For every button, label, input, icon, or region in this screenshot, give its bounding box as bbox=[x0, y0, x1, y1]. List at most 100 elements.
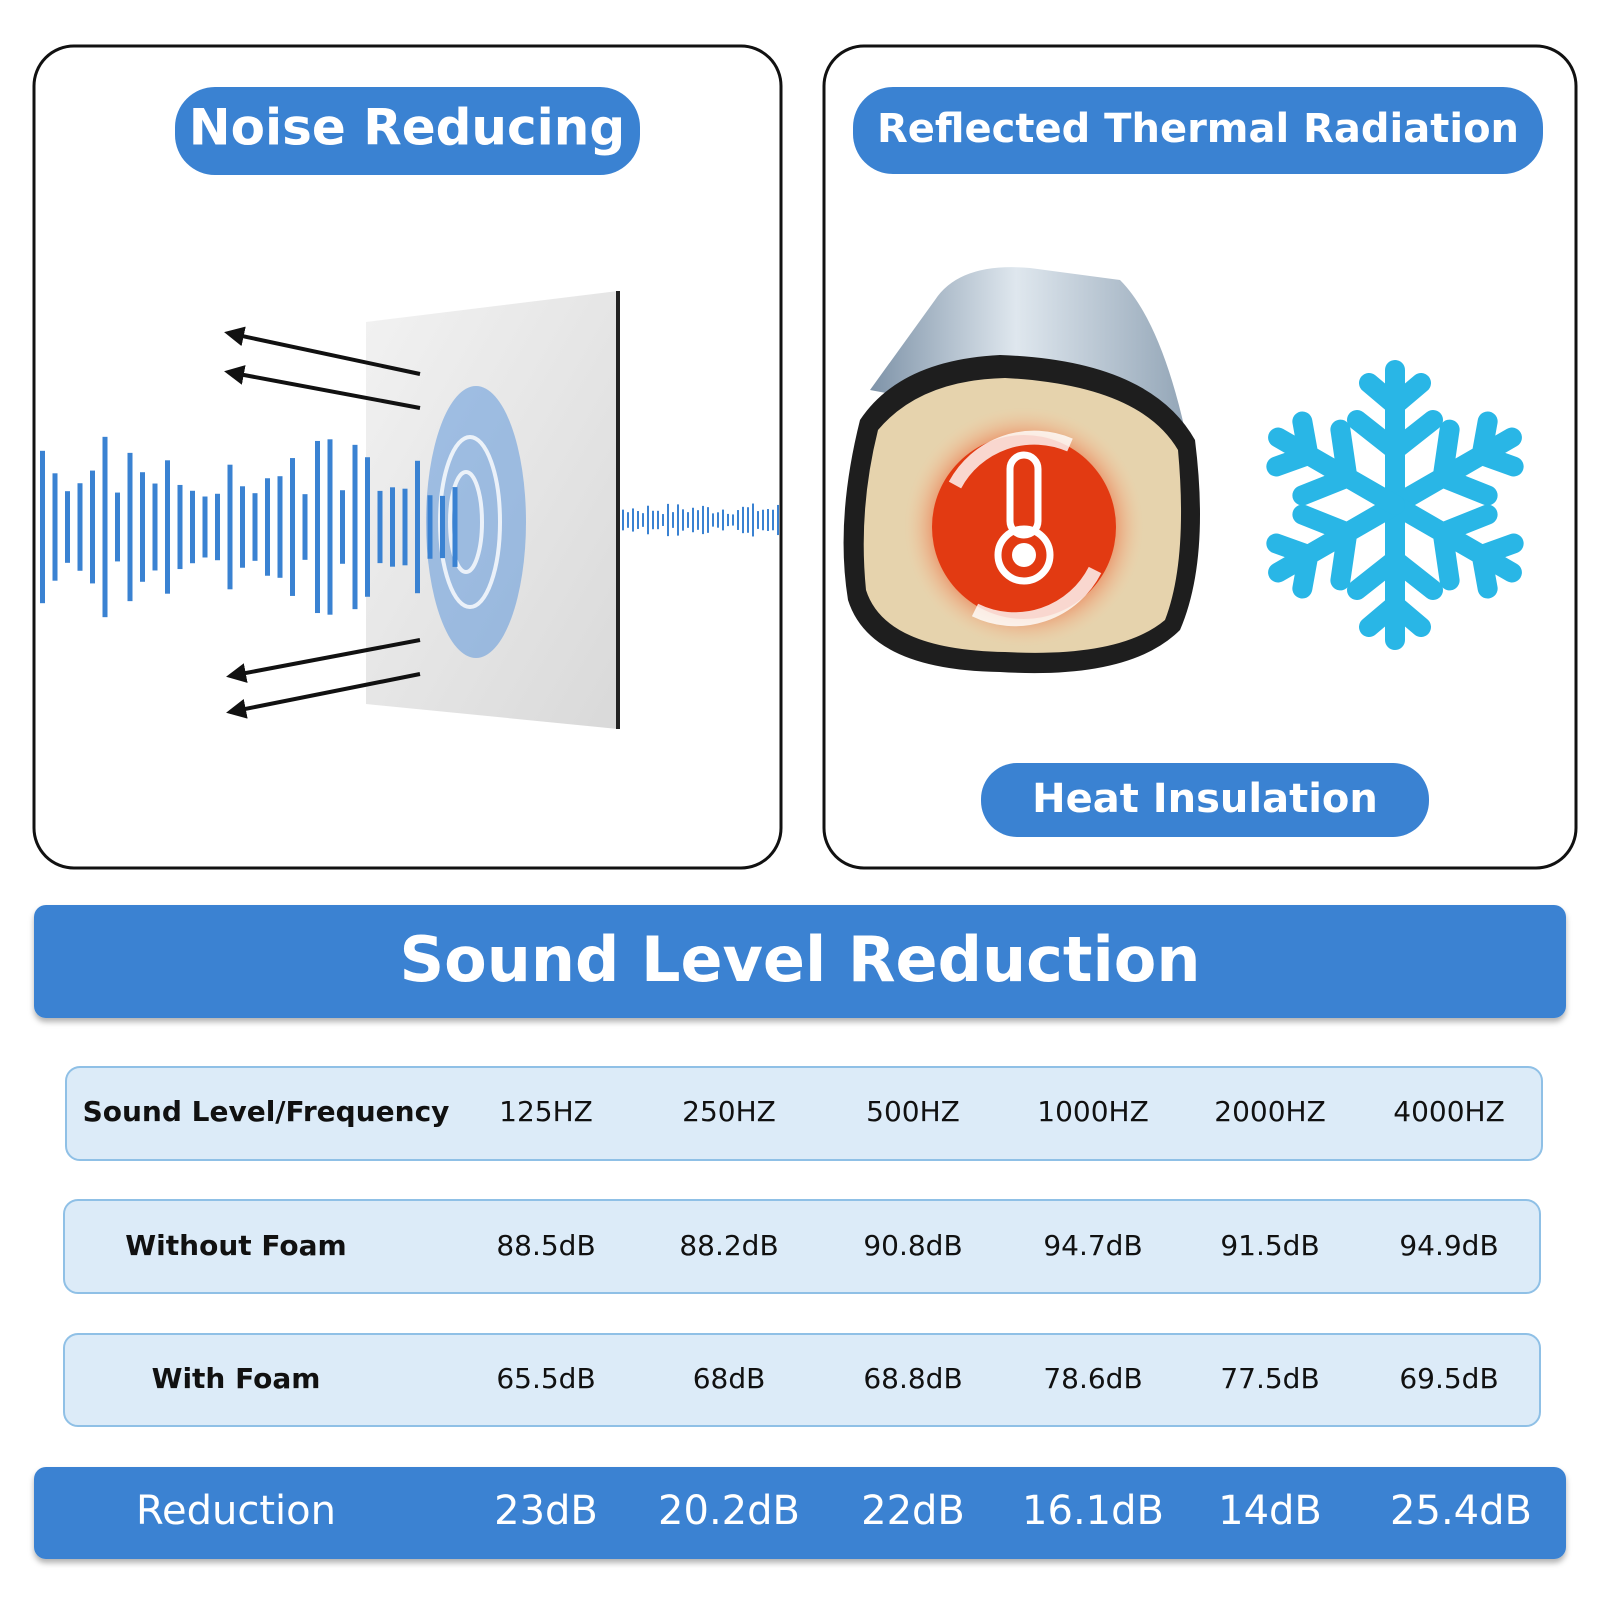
wave-bar bbox=[377, 490, 383, 564]
reduction-value: 14dB bbox=[1218, 1488, 1322, 1534]
wave-bar bbox=[190, 490, 195, 564]
wave-bar bbox=[747, 507, 749, 533]
wave-bar bbox=[227, 464, 233, 590]
wave-bar bbox=[697, 510, 699, 530]
cell-value: 77.5dB bbox=[1220, 1362, 1319, 1395]
wave-bar bbox=[672, 512, 674, 528]
cell-value: 94.7dB bbox=[1043, 1229, 1142, 1262]
wave-bar bbox=[647, 505, 649, 535]
flake-stroke bbox=[1385, 411, 1524, 515]
wave-bar bbox=[707, 507, 709, 533]
wave-bar bbox=[687, 512, 689, 528]
cell-value: 68dB bbox=[693, 1362, 766, 1395]
row-label: Without Foam bbox=[125, 1229, 346, 1262]
flake-arm bbox=[1266, 411, 1405, 515]
footer-row bbox=[34, 1467, 1566, 1559]
reduction-value: 20.2dB bbox=[658, 1488, 800, 1534]
wave-bar bbox=[752, 503, 754, 537]
pill bbox=[853, 87, 1543, 174]
wave-bar bbox=[667, 503, 669, 537]
panel-title: Noise Reducing bbox=[189, 99, 625, 157]
wave-bar bbox=[692, 507, 694, 533]
wave-bar bbox=[127, 452, 133, 602]
wave-bar bbox=[365, 457, 370, 597]
cell-value: 68.8dB bbox=[863, 1362, 962, 1395]
wave-bar bbox=[727, 513, 729, 527]
wave-bar bbox=[632, 508, 634, 532]
pipe bbox=[843, 267, 1200, 674]
flake-stroke bbox=[1385, 495, 1524, 599]
wave-bar bbox=[777, 504, 779, 536]
wave-bar bbox=[427, 495, 433, 559]
cell-value: 91.5dB bbox=[1220, 1229, 1319, 1262]
wave-bar bbox=[772, 509, 774, 531]
row-label: With Foam bbox=[152, 1362, 321, 1395]
wave-bar bbox=[642, 513, 644, 527]
wave-bar bbox=[277, 476, 283, 578]
wave-bar bbox=[302, 494, 308, 560]
panel-title: Reflected Thermal Radiation bbox=[877, 106, 1519, 152]
pill bbox=[175, 87, 640, 175]
table-title-bar bbox=[34, 905, 1566, 1018]
wave-bar bbox=[677, 504, 679, 536]
wave-bar bbox=[215, 493, 220, 561]
snowflake bbox=[1266, 360, 1524, 650]
reduction-value: 25.4dB bbox=[1390, 1488, 1532, 1534]
wave-bar bbox=[682, 509, 684, 531]
wave-bar bbox=[737, 510, 739, 530]
wave-bar bbox=[252, 493, 258, 561]
wave-bar bbox=[742, 506, 744, 534]
wave-bar bbox=[622, 509, 624, 531]
pill bbox=[981, 763, 1429, 837]
wave-bar bbox=[327, 439, 333, 615]
header-label: Sound Level/Frequency bbox=[83, 1095, 450, 1128]
flake-arm bbox=[1266, 495, 1405, 599]
table-row bbox=[63, 1199, 1541, 1294]
header-row bbox=[65, 1066, 1543, 1161]
wave-bar bbox=[712, 513, 714, 527]
flake-arm bbox=[1347, 495, 1443, 650]
reduction-value: 16.1dB bbox=[1022, 1488, 1164, 1534]
column-header: 4000HZ bbox=[1393, 1095, 1505, 1128]
wave-bar bbox=[202, 496, 208, 558]
cell-value: 90.8dB bbox=[863, 1229, 962, 1262]
wave-bar bbox=[402, 488, 408, 566]
column-header: 250HZ bbox=[682, 1095, 776, 1128]
wave-bar bbox=[637, 511, 639, 529]
wave-bar bbox=[65, 491, 70, 563]
flake-stroke bbox=[1347, 495, 1443, 650]
footer-label: Reduction bbox=[136, 1488, 336, 1534]
flake-stroke bbox=[1266, 411, 1405, 515]
wave-bar bbox=[702, 505, 704, 535]
cell-value: 78.6dB bbox=[1043, 1362, 1142, 1395]
wave-bar bbox=[52, 473, 58, 581]
cell-value: 88.5dB bbox=[496, 1229, 595, 1262]
column-header: 125HZ bbox=[499, 1095, 593, 1128]
wave-bar bbox=[152, 483, 158, 571]
wave-bar bbox=[340, 490, 345, 564]
wave-bar bbox=[165, 460, 170, 594]
flake-arm bbox=[1347, 360, 1443, 515]
table-cells: Sound Level/Frequency 125HZ 250HZ 500HZ 1000… bbox=[83, 1095, 1532, 1534]
wave-bar bbox=[717, 512, 719, 528]
flake-stroke bbox=[1347, 360, 1443, 515]
reduction-value: 22dB bbox=[861, 1488, 965, 1534]
wave-bar bbox=[652, 510, 654, 530]
wave-bar bbox=[762, 509, 764, 531]
reflect-arrows bbox=[224, 326, 421, 719]
cell-value: 65.5dB bbox=[496, 1362, 595, 1395]
wave-bar bbox=[390, 487, 395, 567]
wave-bar bbox=[290, 458, 295, 596]
flake-stroke bbox=[1266, 495, 1405, 599]
wave-bar bbox=[315, 440, 320, 614]
wave-bar bbox=[77, 483, 83, 571]
column-header: 1000HZ bbox=[1037, 1095, 1149, 1128]
wave-bar bbox=[767, 509, 769, 531]
wave-bar bbox=[115, 492, 120, 562]
wave-bar bbox=[240, 486, 245, 568]
table-row bbox=[63, 1333, 1541, 1427]
wave-bar bbox=[722, 509, 724, 531]
wave-bar bbox=[140, 472, 145, 582]
wave-bar bbox=[757, 511, 759, 529]
